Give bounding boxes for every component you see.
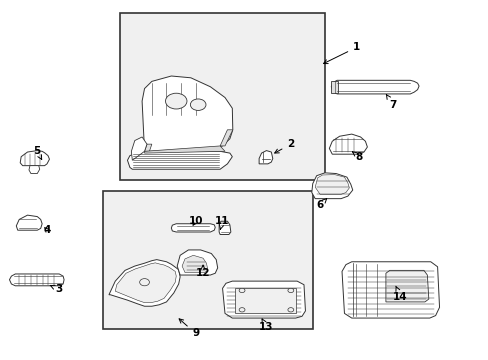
Polygon shape [315, 175, 348, 194]
Polygon shape [9, 274, 64, 286]
Polygon shape [109, 260, 180, 306]
Bar [234, 288, 295, 313]
Text: 8: 8 [352, 152, 362, 162]
Text: 11: 11 [215, 216, 229, 229]
Circle shape [239, 288, 244, 293]
Circle shape [165, 93, 186, 109]
Polygon shape [142, 76, 232, 151]
Text: 14: 14 [392, 286, 407, 302]
Polygon shape [144, 144, 152, 151]
Polygon shape [385, 270, 428, 302]
Polygon shape [311, 173, 352, 199]
Text: 7: 7 [386, 94, 396, 110]
Text: 12: 12 [195, 265, 210, 278]
Circle shape [287, 308, 293, 312]
Polygon shape [127, 151, 232, 169]
Polygon shape [329, 134, 366, 154]
Text: 10: 10 [188, 216, 203, 226]
Polygon shape [20, 150, 49, 166]
Text: 3: 3 [50, 284, 62, 294]
Circle shape [287, 288, 293, 293]
Bar [120, 13, 325, 180]
Polygon shape [222, 281, 305, 318]
Polygon shape [341, 262, 439, 318]
Circle shape [239, 308, 244, 312]
Polygon shape [330, 81, 337, 93]
Polygon shape [330, 80, 418, 94]
Circle shape [190, 99, 205, 111]
Polygon shape [144, 146, 224, 153]
Text: 13: 13 [259, 319, 273, 332]
Text: 6: 6 [316, 199, 326, 210]
Polygon shape [29, 166, 40, 174]
Polygon shape [16, 215, 42, 230]
Bar [103, 191, 312, 329]
Polygon shape [259, 150, 272, 164]
Polygon shape [115, 263, 176, 303]
Text: 1: 1 [323, 42, 360, 64]
Polygon shape [177, 250, 217, 275]
Polygon shape [131, 137, 147, 160]
Text: 4: 4 [43, 225, 51, 235]
Text: 5: 5 [34, 146, 41, 159]
Polygon shape [182, 255, 207, 273]
Circle shape [140, 279, 149, 286]
Polygon shape [220, 130, 232, 146]
Polygon shape [219, 221, 230, 234]
Text: 9: 9 [179, 319, 199, 338]
Text: 2: 2 [274, 139, 294, 153]
Polygon shape [171, 224, 215, 232]
